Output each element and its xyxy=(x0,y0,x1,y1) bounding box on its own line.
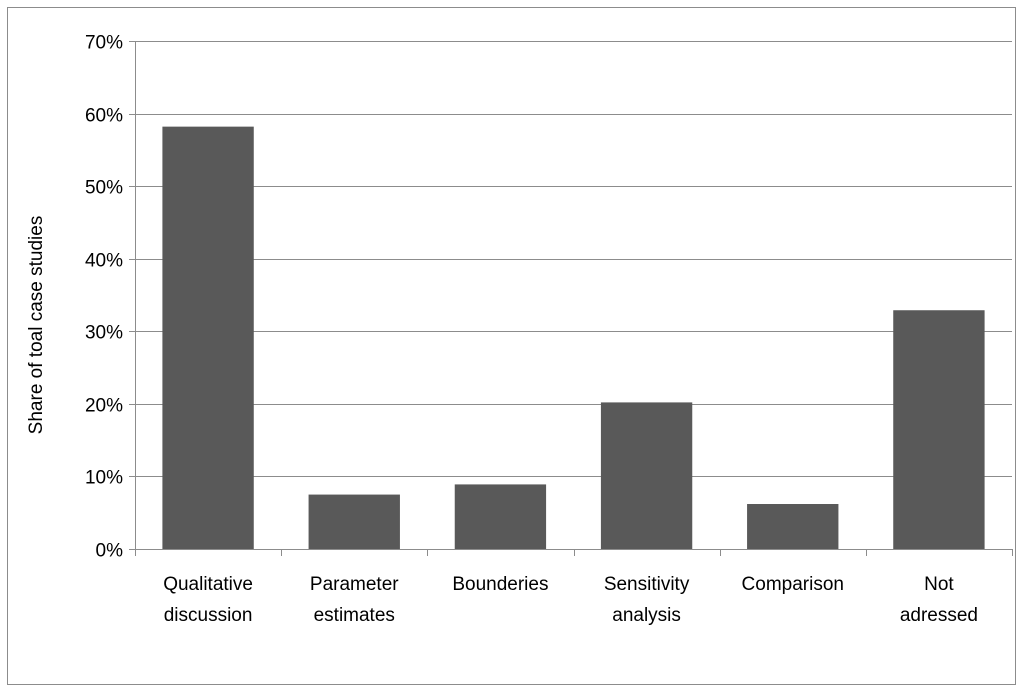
y-tick-label: 70% xyxy=(85,33,123,54)
y-tick-labels: 0% 10% 20% 30% 40% 50% 60% 70% xyxy=(85,33,123,562)
bar xyxy=(308,494,400,549)
y-tick-label: 30% xyxy=(85,323,123,344)
y-tick-label: 10% xyxy=(85,468,123,489)
axes xyxy=(129,41,1013,556)
bar xyxy=(454,484,547,549)
bar xyxy=(600,402,693,549)
y-tick-label: 40% xyxy=(85,251,123,272)
x-category-label: Not adressed xyxy=(900,574,978,626)
x-category-label: Comparison xyxy=(742,574,844,595)
bar xyxy=(747,504,839,549)
bar xyxy=(162,126,254,550)
gridlines xyxy=(135,41,1012,477)
y-tick-label: 50% xyxy=(85,178,123,199)
bar-chart: 0% 10% 20% 30% 40% 50% 60% 70% Qualitative discu… xyxy=(26,33,1013,626)
y-tick-label: 20% xyxy=(85,396,123,417)
bar xyxy=(893,310,985,549)
y-axis-title: Share of toal case studies xyxy=(26,216,47,435)
y-tick-label: 0% xyxy=(96,541,124,562)
x-category-label: Bounderies xyxy=(452,574,548,595)
x-category-label: Parameter estimates xyxy=(310,574,399,626)
y-tick-label: 60% xyxy=(85,106,123,127)
x-category-label: Qualitative discussion xyxy=(163,574,253,626)
x-category-labels: Qualitative discussion Parameter estimates B… xyxy=(163,574,978,626)
chart-frame: 0% 10% 20% 30% 40% 50% 60% 70% Qualitative discu… xyxy=(7,7,1016,685)
x-category-label: Sensitivity analysis xyxy=(604,574,690,626)
bars xyxy=(162,126,985,550)
